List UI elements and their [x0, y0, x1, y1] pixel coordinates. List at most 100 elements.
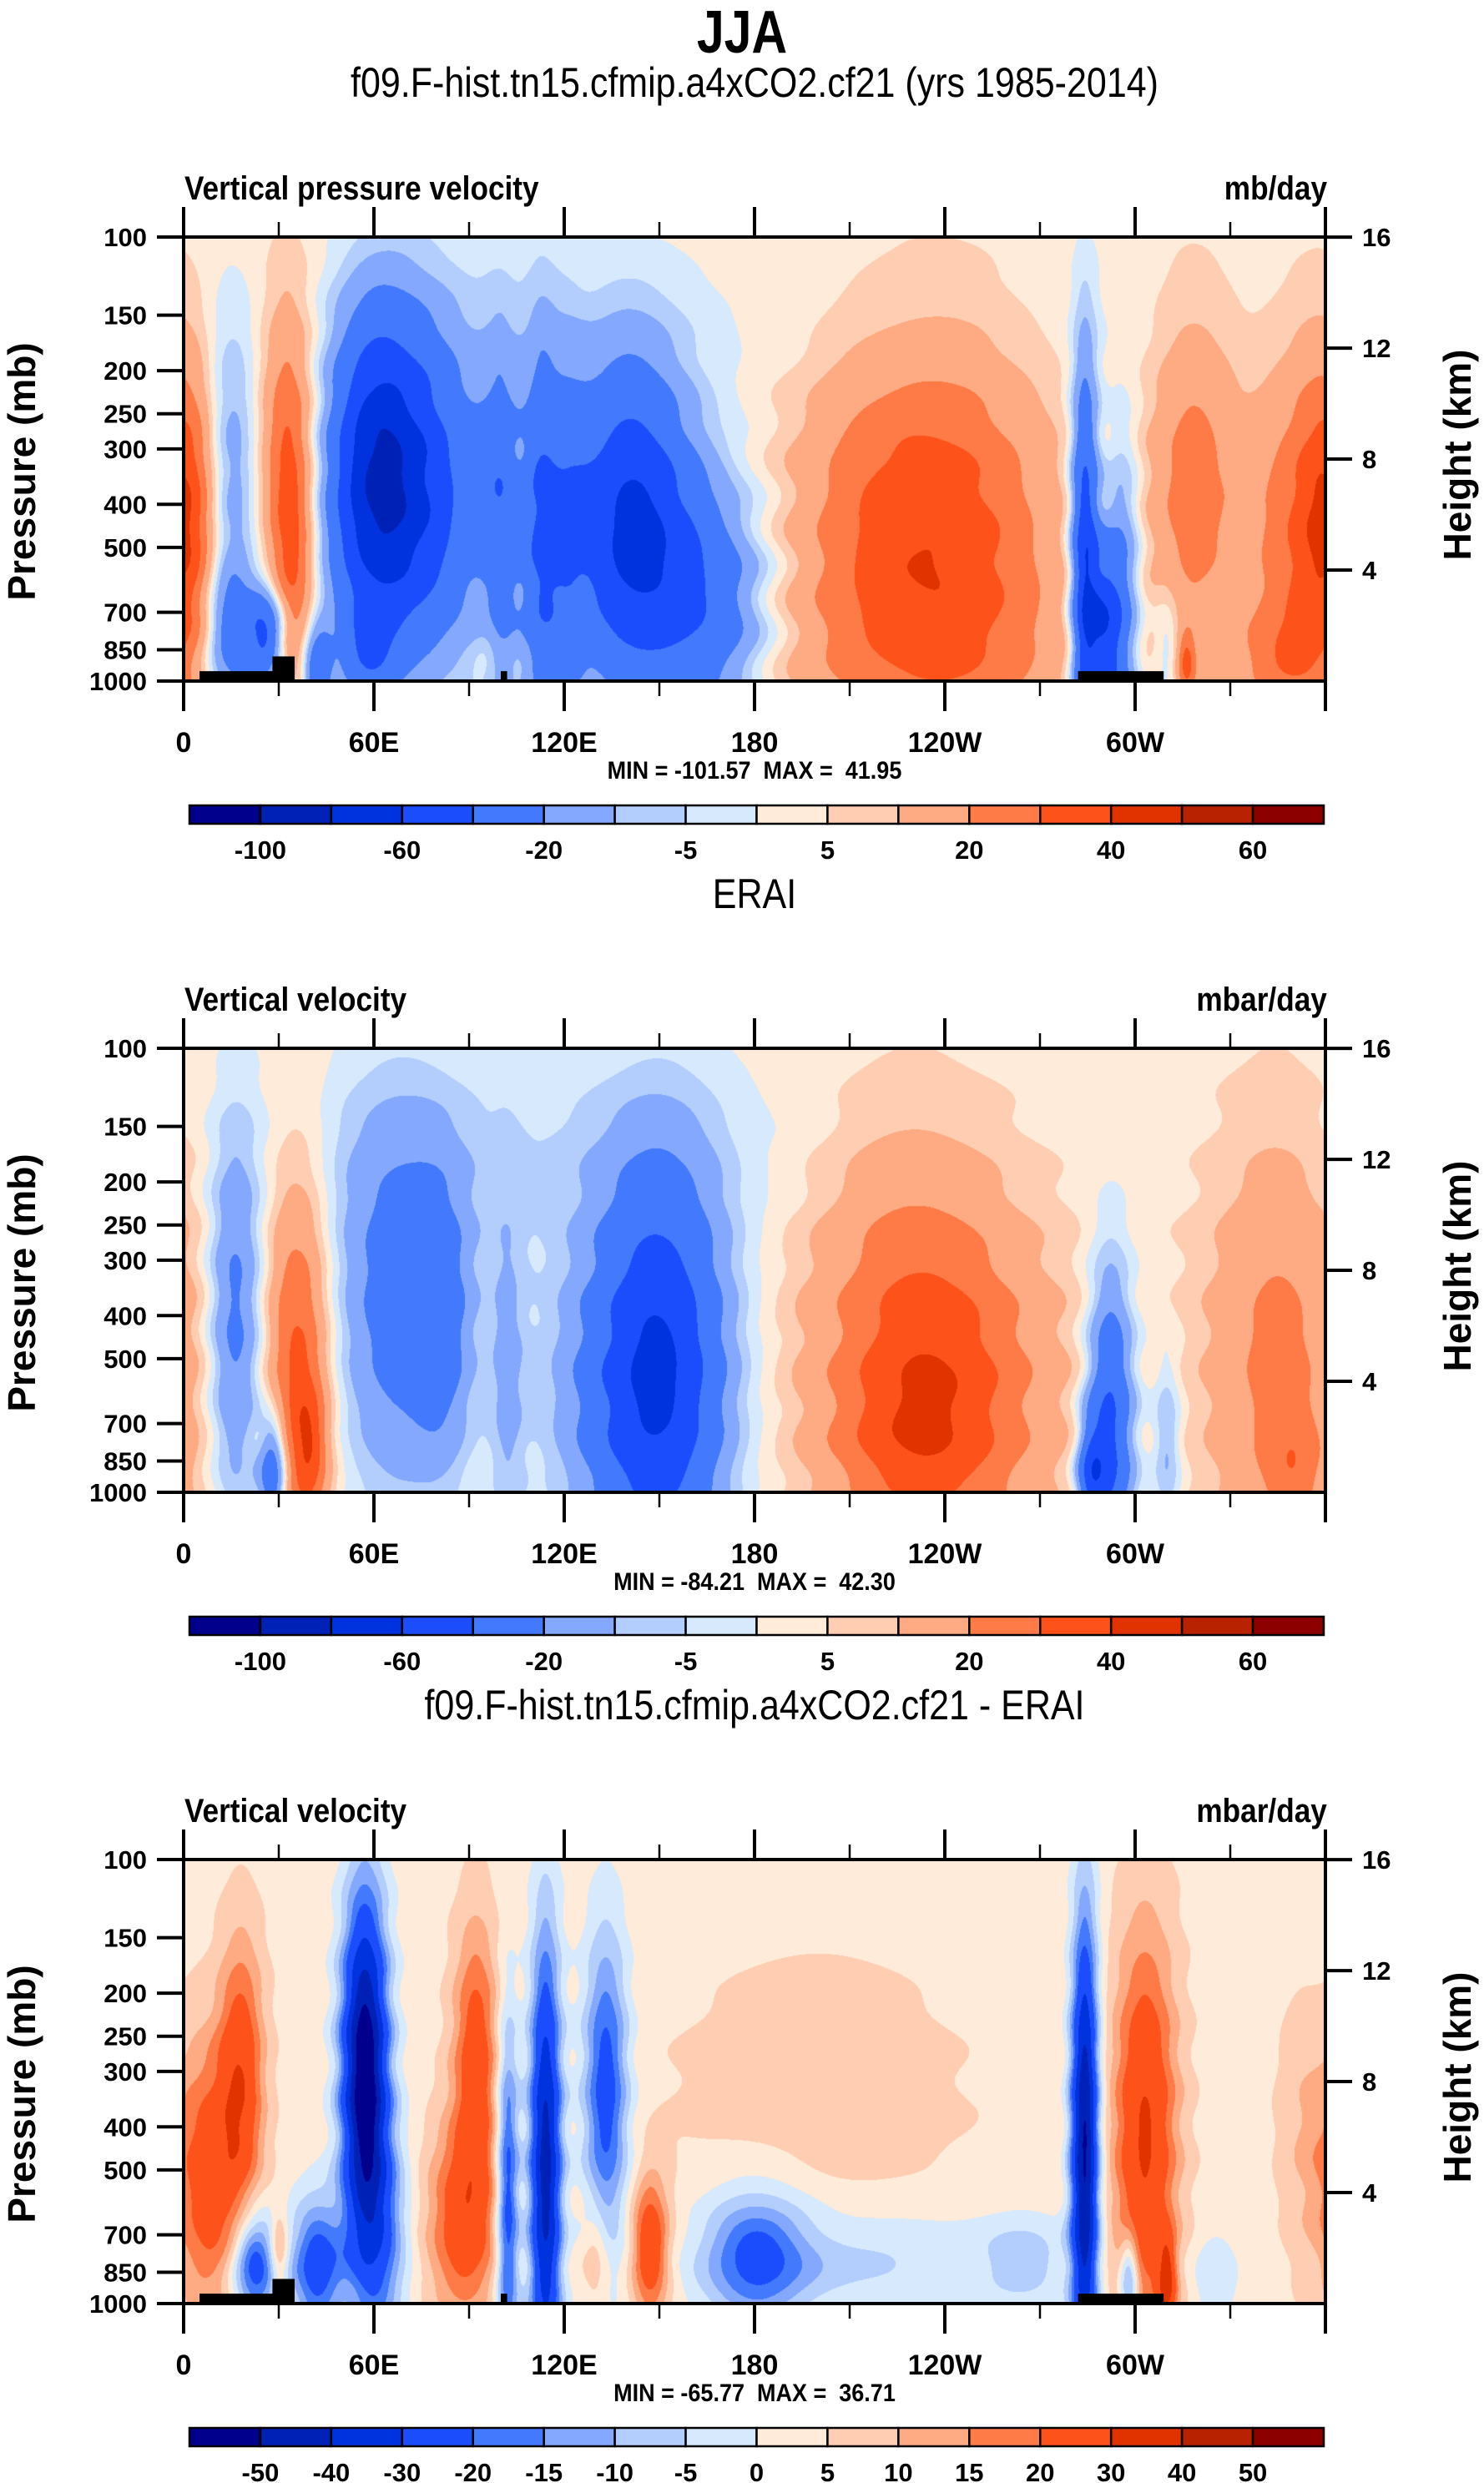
y-tick-label: 100 — [103, 223, 147, 252]
y-right-tick-label: 4 — [1362, 556, 1377, 585]
y-tick-label: 500 — [103, 533, 147, 563]
colorbar-label: 5 — [820, 2458, 835, 2483]
colorbar-box — [1039, 2426, 1113, 2448]
topography-block — [272, 656, 295, 681]
y-right-tick-label: 8 — [1362, 1256, 1376, 1285]
y-tick-label: 200 — [103, 1979, 147, 2008]
y-tick-label: 400 — [103, 490, 147, 519]
colorbar-label: 50 — [1239, 2458, 1267, 2483]
colorbar-box — [1180, 2426, 1254, 2448]
colorbar-label: 40 — [1097, 835, 1125, 865]
y-right-axis-title: Height (km) — [1436, 350, 1479, 561]
colorbar-label: -5 — [674, 2458, 698, 2483]
y-tick-label: 100 — [103, 1034, 147, 1063]
colorbar-box — [613, 2426, 687, 2448]
min-max-label: MIN = -84.21 MAX = 42.30 — [75, 1568, 1433, 1597]
y-tick-label: 1000 — [89, 667, 147, 696]
y-tick-label: 300 — [103, 2057, 147, 2087]
y-tick-label: 150 — [103, 301, 147, 331]
y-right-tick-label: 16 — [1362, 223, 1391, 252]
x-tick-label: 180 — [731, 727, 779, 759]
y-tick-label: 850 — [103, 2258, 147, 2287]
y-tick-label: 400 — [103, 1301, 147, 1330]
colorbar-label: 60 — [1239, 835, 1267, 865]
y-tick-label: 1000 — [89, 1478, 147, 1507]
contour-field — [184, 237, 1325, 681]
y-right-tick-label: 16 — [1362, 1845, 1391, 1875]
y-tick-label: 300 — [103, 435, 147, 464]
contour-field — [184, 1048, 1325, 1492]
variable-name: Vertical velocity — [184, 982, 407, 1018]
x-tick-label: 60W — [1106, 2349, 1165, 2381]
colorbar-box — [755, 2426, 829, 2448]
min-value: MIN = -84.21 — [613, 1568, 745, 1596]
y-right-tick-label: 12 — [1362, 334, 1391, 363]
x-tick-label: 120W — [908, 2349, 983, 2381]
colorbar-box — [826, 2426, 900, 2448]
colorbar-box — [543, 2426, 616, 2448]
colorbar-label: 10 — [884, 2458, 912, 2483]
panel-title: ERAI — [712, 871, 797, 917]
colorbar-label: -100 — [235, 1647, 286, 1676]
colorbar-label: -100 — [235, 835, 286, 865]
colorbar-label: 20 — [955, 1647, 983, 1676]
colorbar-label: -20 — [525, 835, 563, 865]
colorbar: -100 -60 -20 -5 5 20 40 60 — [188, 1615, 1325, 1676]
colorbar-label: -10 — [596, 2458, 633, 2483]
y-tick-label: 200 — [103, 1168, 147, 1197]
x-tick-label: 0 — [176, 2349, 192, 2381]
topography-block — [199, 671, 295, 681]
units-label: mbar/day — [1196, 1793, 1327, 1829]
variable-name: Vertical velocity — [184, 1793, 407, 1829]
colorbar-label: -60 — [383, 1647, 421, 1676]
max-value: MAX = 36.71 — [756, 2380, 896, 2407]
x-tick-label: 120E — [531, 2349, 597, 2381]
colorbar-box — [259, 2426, 333, 2448]
colorbar-label: 15 — [955, 2458, 983, 2483]
colorbar-label: -5 — [674, 835, 698, 865]
colorbar-label: 40 — [1097, 1647, 1125, 1676]
y-tick-label: 700 — [103, 2221, 147, 2250]
y-right-tick-label: 4 — [1362, 2178, 1377, 2208]
plot-frame — [182, 1858, 1327, 2305]
contour-field — [184, 1860, 1325, 2304]
y-axis-title: Pressure (mb) — [0, 342, 43, 600]
y-tick-label: 400 — [103, 2112, 147, 2142]
colorbar-label: 30 — [1097, 2458, 1125, 2483]
y-tick-label: 250 — [103, 1211, 147, 1240]
colorbar: -50 -40 -30 -20 -15 -10 -5 0 5 10 15 20 30 40 50 — [188, 2426, 1325, 2483]
y-right-tick-label: 8 — [1362, 445, 1376, 474]
colorbar-label: 20 — [1026, 2458, 1054, 2483]
x-tick-label: 120W — [908, 1538, 983, 1570]
colorbar-label: 5 — [820, 835, 835, 865]
y-tick-label: 200 — [103, 356, 147, 386]
colorbar-box — [401, 2426, 474, 2448]
topography-block — [501, 671, 507, 681]
colorbar-box — [330, 2426, 404, 2448]
x-tick-label: 120W — [908, 727, 983, 759]
colorbar-label: 40 — [1168, 2458, 1196, 2483]
colorbar-label: 20 — [955, 835, 983, 865]
y-right-tick-label: 8 — [1362, 2067, 1376, 2097]
colorbar-label: -20 — [454, 2458, 492, 2483]
y-tick-label: 700 — [103, 598, 147, 628]
colorbar-box — [1251, 2426, 1325, 2448]
panel-title: f09.F-hist.tn15.cfmip.a4xCO2.cf21 - ERAI — [424, 1682, 1085, 1729]
season-title: JJA — [696, 0, 788, 66]
colorbar-label: -60 — [383, 835, 421, 865]
panel-title: f09.F-hist.tn15.cfmip.a4xCO2.cf21 (yrs 1… — [351, 59, 1158, 106]
colorbar-box — [684, 2426, 758, 2448]
x-tick-label: 60W — [1106, 1538, 1165, 1570]
max-value: MAX = 41.95 — [763, 757, 902, 785]
min-value: MIN = -65.77 — [613, 2380, 745, 2407]
variable-name: Vertical pressure velocity — [184, 170, 539, 207]
topography-block — [1078, 2294, 1164, 2304]
min-max-label: MIN = -65.77 MAX = 36.71 — [75, 2380, 1433, 2408]
topography-block — [1078, 671, 1164, 681]
y-tick-label: 500 — [103, 2156, 147, 2185]
colorbar-box — [472, 2426, 545, 2448]
x-tick-label: 60E — [349, 727, 400, 759]
